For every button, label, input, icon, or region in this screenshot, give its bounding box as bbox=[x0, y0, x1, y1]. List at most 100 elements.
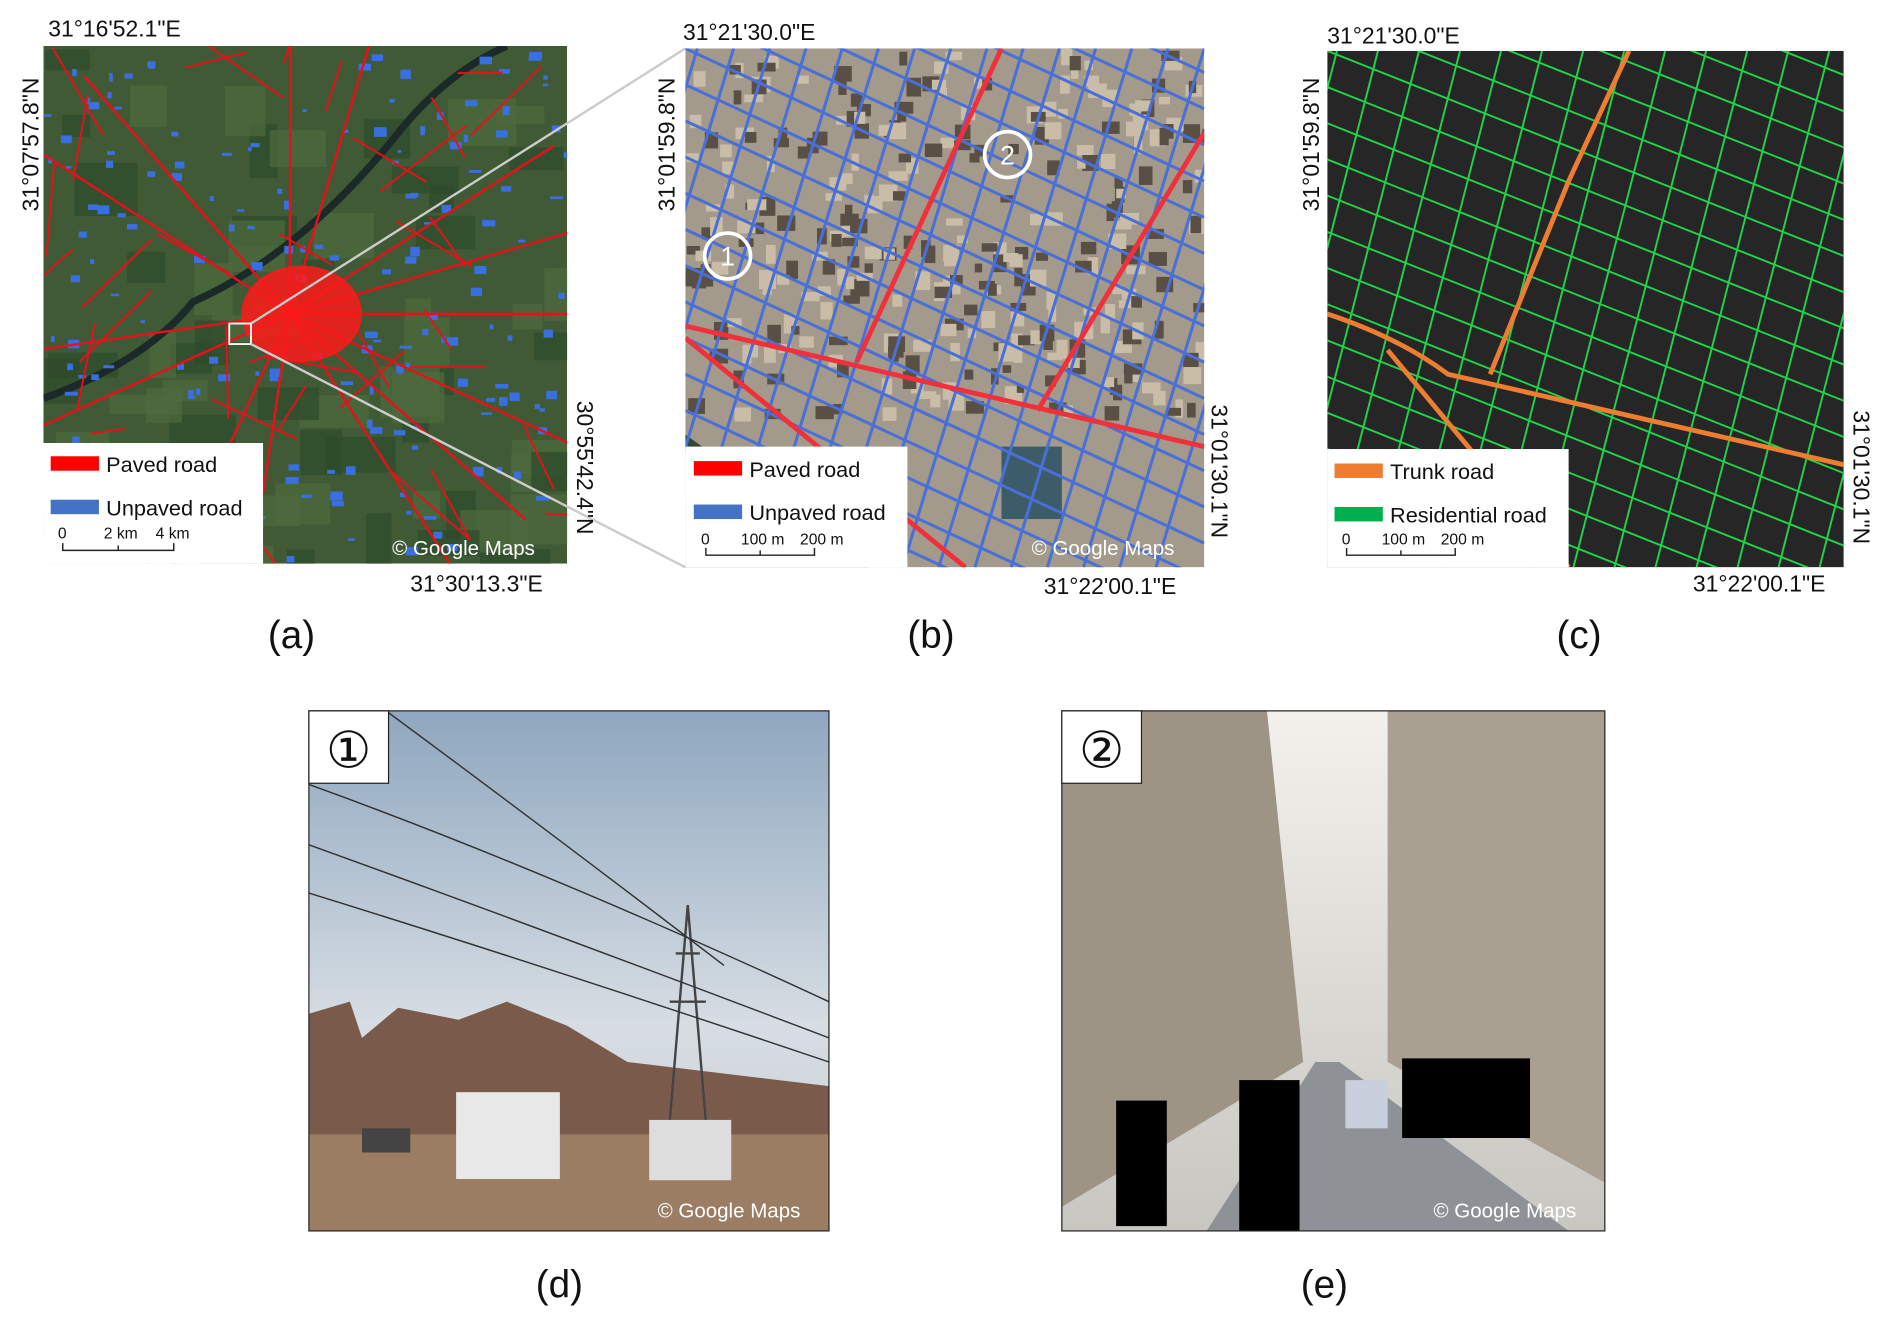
map-feature bbox=[899, 51, 908, 66]
map-feature bbox=[428, 312, 438, 320]
map-feature bbox=[423, 309, 452, 350]
map-feature bbox=[358, 63, 372, 71]
map-feature bbox=[1105, 304, 1116, 320]
map-feature bbox=[705, 204, 721, 212]
map-feature bbox=[415, 215, 476, 250]
caption: (d) bbox=[536, 1263, 583, 1306]
map-feature bbox=[744, 131, 757, 143]
scale-bar bbox=[62, 543, 175, 552]
map-feature bbox=[1061, 48, 1073, 66]
map-feature bbox=[864, 246, 882, 260]
map-feature bbox=[1008, 143, 1019, 155]
map-feature bbox=[1613, 50, 1749, 568]
map-feature bbox=[733, 90, 742, 105]
map-feature bbox=[854, 111, 866, 124]
map-feature bbox=[464, 100, 478, 107]
map-feature bbox=[450, 142, 462, 150]
map-feature bbox=[88, 204, 98, 210]
map-feature bbox=[90, 427, 127, 435]
coordinate-label: 31°16'52.1"E bbox=[48, 15, 180, 41]
map-feature bbox=[109, 73, 113, 82]
map-feature bbox=[964, 369, 974, 380]
map-feature bbox=[1060, 75, 1070, 94]
map-feature bbox=[836, 115, 853, 125]
map-feature bbox=[45, 49, 90, 71]
map-feature bbox=[685, 48, 772, 334]
map-feature bbox=[837, 363, 849, 378]
map-feature bbox=[43, 46, 509, 402]
scale-label: 4 km bbox=[156, 525, 190, 542]
map-feature bbox=[269, 130, 326, 168]
map-feature bbox=[288, 46, 371, 315]
map-feature bbox=[498, 69, 510, 74]
legend-swatch bbox=[693, 504, 743, 520]
map-feature bbox=[894, 101, 914, 114]
map-feature bbox=[1011, 333, 1023, 349]
map-feature bbox=[410, 192, 419, 198]
map-feature bbox=[1487, 50, 1632, 376]
map-feature bbox=[1112, 285, 1123, 295]
map-feature bbox=[411, 445, 419, 450]
map-feature bbox=[1100, 153, 1116, 170]
map-feature bbox=[729, 65, 741, 75]
map-feature bbox=[400, 69, 411, 80]
map-feature bbox=[1043, 340, 1053, 351]
map-feature bbox=[847, 256, 860, 268]
map-feature bbox=[45, 162, 56, 257]
map-feature bbox=[1106, 203, 1115, 222]
map-feature bbox=[1327, 411, 1719, 568]
map-feature bbox=[882, 407, 897, 421]
map-feature bbox=[1327, 86, 1844, 294]
map-feature bbox=[702, 269, 714, 287]
map-feature bbox=[314, 244, 323, 249]
map-feature bbox=[937, 87, 948, 98]
map-feature bbox=[1114, 341, 1132, 353]
map-feature bbox=[1190, 215, 1202, 234]
map-feature bbox=[892, 294, 903, 307]
map-feature bbox=[301, 494, 312, 499]
legend-label: Trunk road bbox=[1390, 459, 1494, 484]
legend-swatch bbox=[50, 456, 99, 471]
map-feature bbox=[1044, 122, 1062, 140]
map-feature bbox=[1070, 48, 1205, 111]
map-feature bbox=[370, 427, 383, 434]
map-feature bbox=[285, 476, 299, 485]
scale-label: 100 m bbox=[1382, 531, 1426, 548]
map-feature bbox=[563, 152, 568, 158]
map-feature bbox=[463, 134, 469, 143]
map-feature bbox=[81, 238, 153, 308]
map-feature bbox=[430, 468, 471, 541]
map-feature bbox=[124, 73, 133, 79]
map-feature bbox=[62, 114, 91, 137]
map-feature bbox=[489, 324, 494, 330]
map-feature bbox=[107, 151, 115, 155]
scale-label: 2 km bbox=[104, 525, 138, 542]
map-feature bbox=[539, 408, 545, 412]
map-feature bbox=[1069, 56, 1081, 71]
legend-label: Paved road bbox=[749, 457, 860, 482]
map-feature bbox=[351, 136, 427, 183]
map-feature bbox=[474, 265, 487, 275]
map-feature bbox=[954, 140, 971, 151]
map-feature bbox=[1415, 50, 1844, 221]
marker-label: 1 bbox=[720, 242, 735, 272]
map-feature bbox=[1100, 314, 1110, 334]
map-feature bbox=[1195, 341, 1205, 361]
map-feature bbox=[1016, 385, 1025, 393]
map-feature bbox=[114, 106, 122, 110]
map-feature bbox=[374, 127, 387, 137]
map-feature bbox=[949, 275, 963, 285]
map-feature bbox=[854, 48, 1004, 364]
map-feature bbox=[1689, 50, 1844, 113]
badge-label: ① bbox=[326, 722, 371, 779]
map-feature bbox=[767, 324, 781, 344]
map-feature bbox=[838, 80, 847, 95]
map-feature bbox=[685, 228, 1205, 473]
map-feature bbox=[228, 224, 235, 232]
zoom-line bbox=[250, 342, 686, 569]
map-feature bbox=[930, 394, 941, 408]
map-feature bbox=[44, 114, 52, 117]
map-feature bbox=[943, 251, 957, 267]
map-feature bbox=[543, 75, 548, 80]
map-feature bbox=[817, 286, 831, 297]
